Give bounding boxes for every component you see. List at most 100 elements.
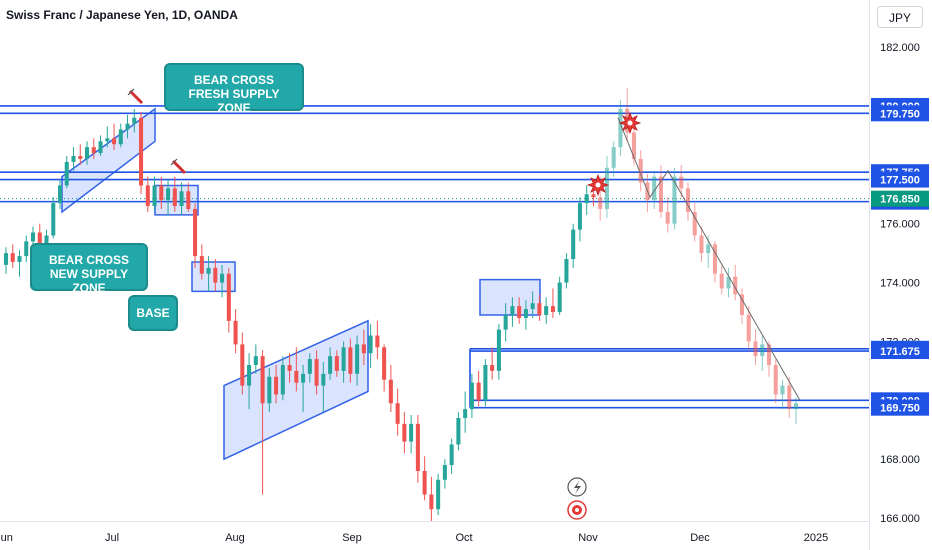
candle — [24, 235, 29, 262]
candle-body — [226, 273, 231, 321]
candle — [220, 264, 225, 298]
bear-cross-marker-2 — [170, 158, 187, 175]
candle — [658, 164, 663, 218]
candle — [213, 259, 218, 292]
candle-body — [395, 403, 400, 424]
candle — [226, 267, 231, 333]
candle-body — [3, 253, 9, 265]
bear-cross-star-1 — [618, 111, 642, 135]
candle-body — [321, 373, 326, 386]
candle-body — [132, 117, 137, 124]
candle-body — [57, 185, 63, 204]
candle — [577, 197, 582, 242]
candle — [253, 344, 258, 374]
candle — [409, 415, 414, 454]
candle — [240, 332, 245, 395]
candle-body — [652, 176, 657, 201]
marker-body — [171, 159, 187, 175]
candle — [132, 108, 137, 133]
candle-body — [571, 229, 576, 260]
candle-body — [760, 344, 765, 357]
level-badge-label: 177.500 — [880, 175, 920, 187]
candle — [267, 367, 272, 413]
candle — [71, 147, 76, 171]
candle-body — [375, 335, 380, 348]
candle-body — [733, 276, 738, 295]
candle — [247, 353, 252, 410]
candle — [456, 412, 461, 451]
candle — [638, 150, 643, 192]
candle — [118, 123, 123, 148]
candle — [355, 335, 360, 386]
candle-body — [537, 303, 542, 315]
candle — [172, 176, 177, 212]
candle-body — [564, 259, 569, 283]
candle — [199, 244, 204, 280]
candle — [476, 370, 481, 407]
candle-body — [787, 385, 792, 410]
candle-body — [30, 232, 36, 242]
candle — [341, 341, 346, 383]
candle — [17, 250, 22, 277]
candle-body — [328, 356, 333, 374]
currency-button[interactable]: JPY — [877, 6, 923, 28]
candle-body — [172, 188, 177, 207]
candle-body — [206, 267, 211, 274]
candle — [760, 335, 765, 371]
candle-body — [145, 185, 150, 207]
candle-body — [679, 176, 684, 189]
candle — [665, 197, 670, 233]
candle — [415, 415, 420, 483]
candle-body — [530, 303, 535, 310]
candle-body — [220, 273, 225, 283]
candle-body — [355, 344, 360, 374]
candle — [10, 244, 15, 268]
candle — [584, 185, 589, 215]
candle — [145, 176, 150, 212]
candle — [436, 473, 441, 516]
candle-body — [409, 423, 414, 442]
time-tick-label: Aug — [225, 532, 245, 544]
candle-body — [287, 364, 292, 371]
time-tick-label: Sep — [342, 532, 362, 544]
candle — [375, 320, 380, 360]
candle-body — [611, 147, 616, 168]
candle-body — [240, 344, 245, 386]
candle-body — [793, 403, 799, 410]
bear-cross-marker-1 — [127, 88, 144, 105]
consolidation-zone — [479, 278, 541, 316]
candle — [51, 197, 56, 239]
candle — [280, 356, 285, 401]
levels-layer — [0, 105, 869, 409]
candle-body — [301, 373, 306, 383]
candle — [422, 456, 427, 501]
overlay-layer — [127, 88, 801, 520]
callout-new-supply-zone: BEAR CROSS NEW SUPPLY ZONE — [30, 243, 148, 295]
candle — [152, 176, 157, 212]
candle-body — [152, 185, 157, 207]
time-tick-label: Jul — [105, 532, 119, 544]
candle-body — [105, 138, 110, 142]
candle-body — [253, 356, 258, 365]
level-badge-label: 169.750 — [880, 403, 920, 415]
candle — [159, 176, 164, 209]
candle — [611, 141, 616, 177]
candle — [233, 309, 238, 354]
candle — [618, 100, 623, 157]
candle-body — [267, 376, 272, 404]
candle — [429, 476, 434, 521]
candle-body — [665, 211, 670, 224]
candle-body — [436, 479, 441, 510]
candle-body — [618, 108, 623, 148]
candle — [672, 167, 677, 230]
candle-body — [280, 364, 285, 395]
candle-body — [37, 232, 42, 245]
candle — [503, 303, 508, 342]
candle — [166, 179, 171, 215]
candle-body — [523, 309, 528, 318]
candle-body — [591, 194, 596, 198]
time-tick-label: Dec — [690, 532, 710, 544]
candle-body — [658, 176, 663, 212]
